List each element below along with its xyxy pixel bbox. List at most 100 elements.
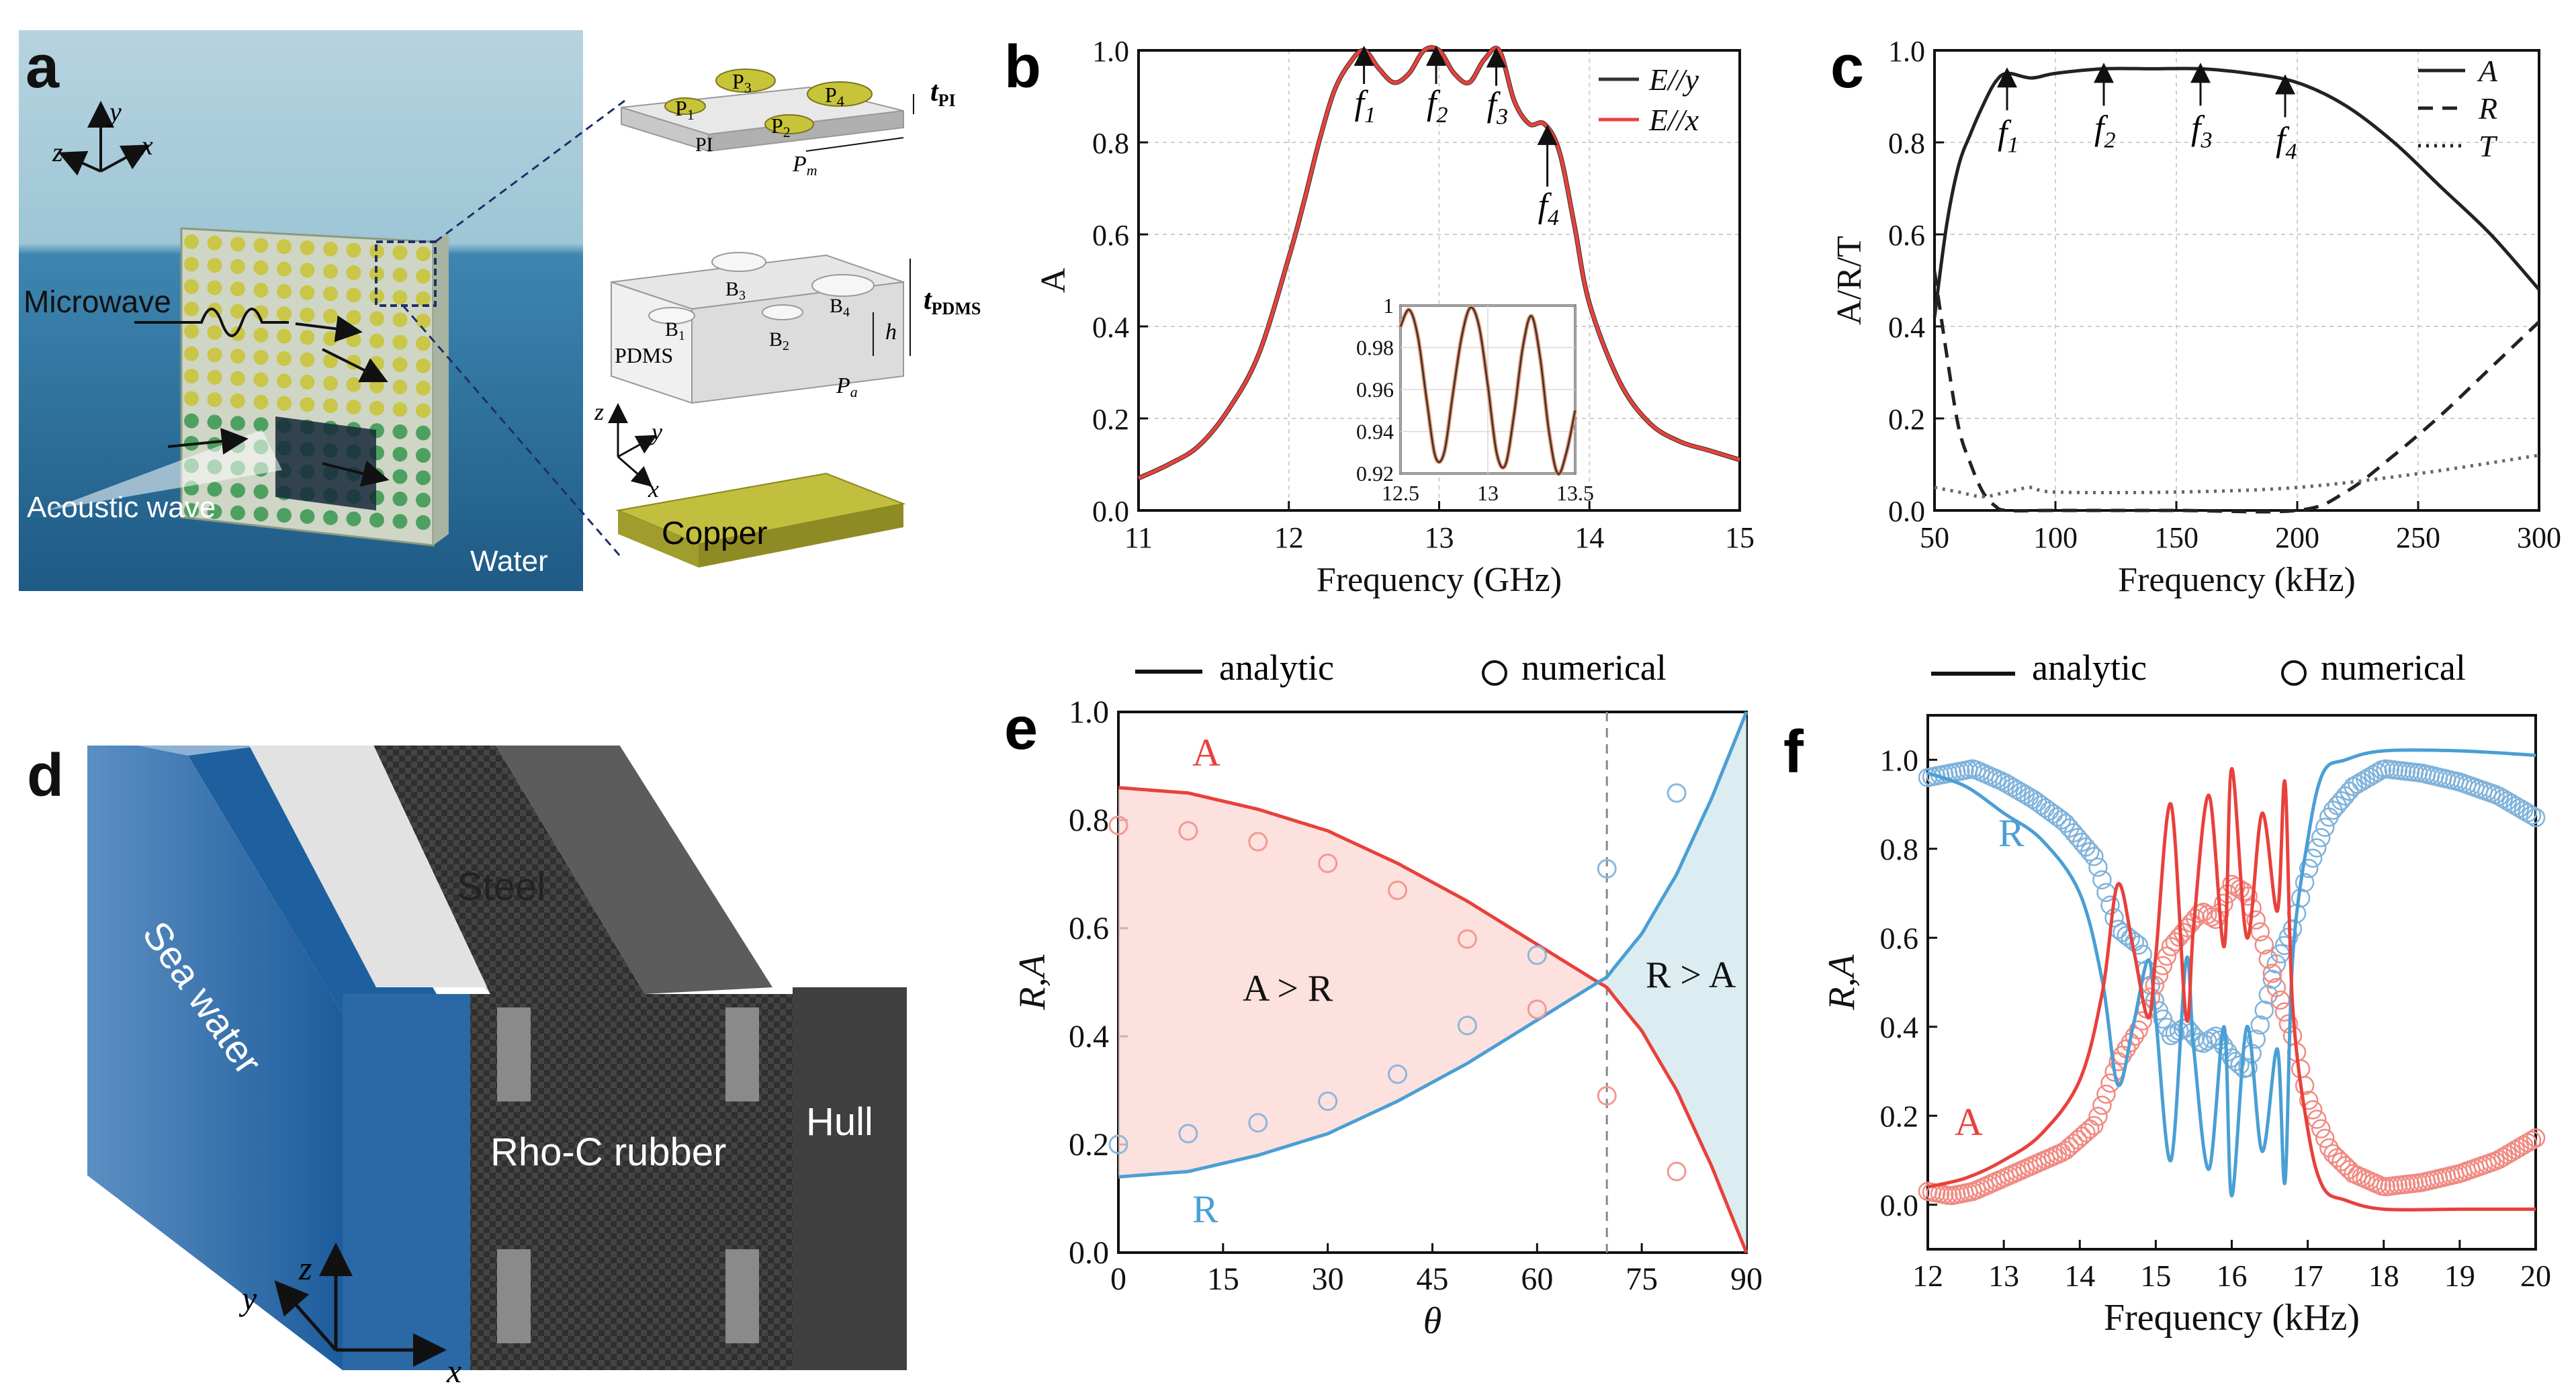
small-axis-z: z [594, 398, 604, 425]
numerical-point-A [1667, 1161, 1687, 1181]
numerical-point-R [2088, 857, 2108, 877]
plate-patch [184, 369, 199, 384]
plate-patch [300, 330, 315, 345]
numerical-point-A [2100, 1073, 2120, 1093]
rubber-top [363, 722, 645, 994]
x-axis-label: Frequency (kHz) [2104, 1297, 2360, 1339]
legend-entry: E//x [1648, 103, 1699, 137]
plate-patch [253, 238, 269, 253]
plate-patch [207, 347, 222, 363]
plate-patch [392, 312, 408, 328]
plate-patch [230, 505, 245, 521]
axes-triad-d [274, 1243, 447, 1367]
inset-tick-y: 1 [1383, 294, 1394, 318]
plate-patch [416, 314, 431, 328]
legend-f-numerical: numerical [2321, 647, 2466, 688]
plate-patch [416, 358, 431, 373]
bump-b1-label: B1 [665, 318, 685, 343]
plate-patch [416, 470, 431, 486]
plate-patch [323, 286, 338, 302]
tick-label-x: 12 [1912, 1259, 1943, 1293]
inset-tick-x: 13.5 [1556, 481, 1594, 505]
marker-index: 3 [1496, 105, 1508, 130]
x-axis-label: Frequency (GHz) [1317, 561, 1562, 599]
numerical-point-R [1318, 1091, 1338, 1112]
numerical-point-A [1527, 999, 1547, 1020]
plate-patch [207, 392, 222, 408]
curve-label-a: A [1192, 731, 1220, 774]
tick-label-x: 50 [1920, 521, 1949, 554]
d-axis-z: z [298, 1249, 312, 1287]
plate-patch [253, 305, 269, 320]
pm-label: Pm [792, 152, 817, 179]
plate-patch [184, 391, 199, 406]
sea-water-block [343, 994, 490, 1370]
plate-patch [416, 336, 431, 351]
tick-label-x: 12 [1274, 521, 1304, 554]
plate-patch [392, 245, 408, 261]
tick-label-x: 14 [2064, 1259, 2095, 1293]
plate-patch [207, 369, 222, 385]
pdms-layer-unit-cell: B1 B2 B3 B4 PDMS tPDMS h Pa [611, 252, 981, 404]
plate-patch [346, 399, 361, 414]
tick-label-y: 0.6 [1092, 219, 1129, 252]
plate-patch [346, 511, 361, 527]
plate-patch [416, 291, 431, 306]
tick-label-y: 0.8 [1092, 127, 1129, 160]
legend-f-analytic: analytic [2032, 647, 2147, 688]
numerical-point-R [2084, 846, 2104, 866]
patch-p4-label: P4 [825, 83, 844, 109]
marker-label: f4 [1538, 187, 1559, 230]
marker-index: 3 [2200, 128, 2212, 152]
region-label-left: A > R [1243, 968, 1333, 1009]
rubber-label: Rho-C rubber [490, 1130, 726, 1174]
tick-label-y: 0.2 [1069, 1127, 1109, 1163]
numerical-point-A [2299, 1091, 2319, 1110]
numerical-point-R [2282, 919, 2303, 939]
plate-patch [277, 508, 292, 523]
numerical-point-R [1108, 1134, 1128, 1155]
plate-patch [392, 469, 408, 484]
plate-patch [416, 246, 431, 261]
plate-patch [300, 263, 315, 278]
series-line-A [1933, 66, 2540, 318]
numerical-point-A [2282, 1026, 2303, 1046]
plate-patch [300, 397, 315, 412]
plate-patch [184, 234, 199, 249]
plate-patch [277, 261, 292, 277]
numerical-point-A [1248, 831, 1268, 852]
plate-patch [253, 506, 269, 522]
tick-label-x: 13 [1988, 1259, 2019, 1293]
tick-label-x: 16 [2217, 1259, 2248, 1293]
plate-patch [207, 325, 222, 341]
pa-label: Pa [836, 373, 858, 400]
numerical-point-A [2307, 1110, 2327, 1129]
tick-label-y: 0.4 [1880, 1010, 1919, 1044]
t-pi-label: tPI [930, 77, 956, 110]
plate-patch [230, 393, 245, 408]
inset-tick-x: 13 [1477, 481, 1499, 505]
hull-top [484, 725, 772, 994]
panel-c-letter: c [1830, 34, 1864, 101]
plate-patch [323, 375, 338, 391]
x-axis-label: θ [1423, 1300, 1442, 1342]
curve-label-a: A [1955, 1100, 1983, 1144]
plate-patch [346, 377, 361, 392]
tick-label-y: 0.4 [1069, 1019, 1109, 1054]
numerical-point-A [2262, 964, 2282, 983]
tick-label-y: 0.6 [1880, 921, 1919, 955]
curve-label-r: R [1192, 1187, 1218, 1231]
legend-b: E//y E//x [1599, 62, 1699, 137]
plate-patch [416, 269, 431, 284]
marker-label: f3 [1487, 86, 1508, 130]
panel-a: Microwave Acoustic wave Water y x z a P1… [19, 30, 981, 591]
plate-patch [230, 304, 245, 319]
plate-patch [207, 482, 222, 497]
plate-patch [230, 371, 245, 386]
inset-tick-x: 12.5 [1382, 481, 1419, 505]
t-pdms-label: tPDMS [924, 285, 981, 318]
numerical-point-A [2295, 1075, 2315, 1095]
tick-label-x: 60 [1521, 1261, 1553, 1297]
copper-label: Copper [662, 516, 767, 551]
tick-label-y: 0.8 [1880, 832, 1919, 866]
